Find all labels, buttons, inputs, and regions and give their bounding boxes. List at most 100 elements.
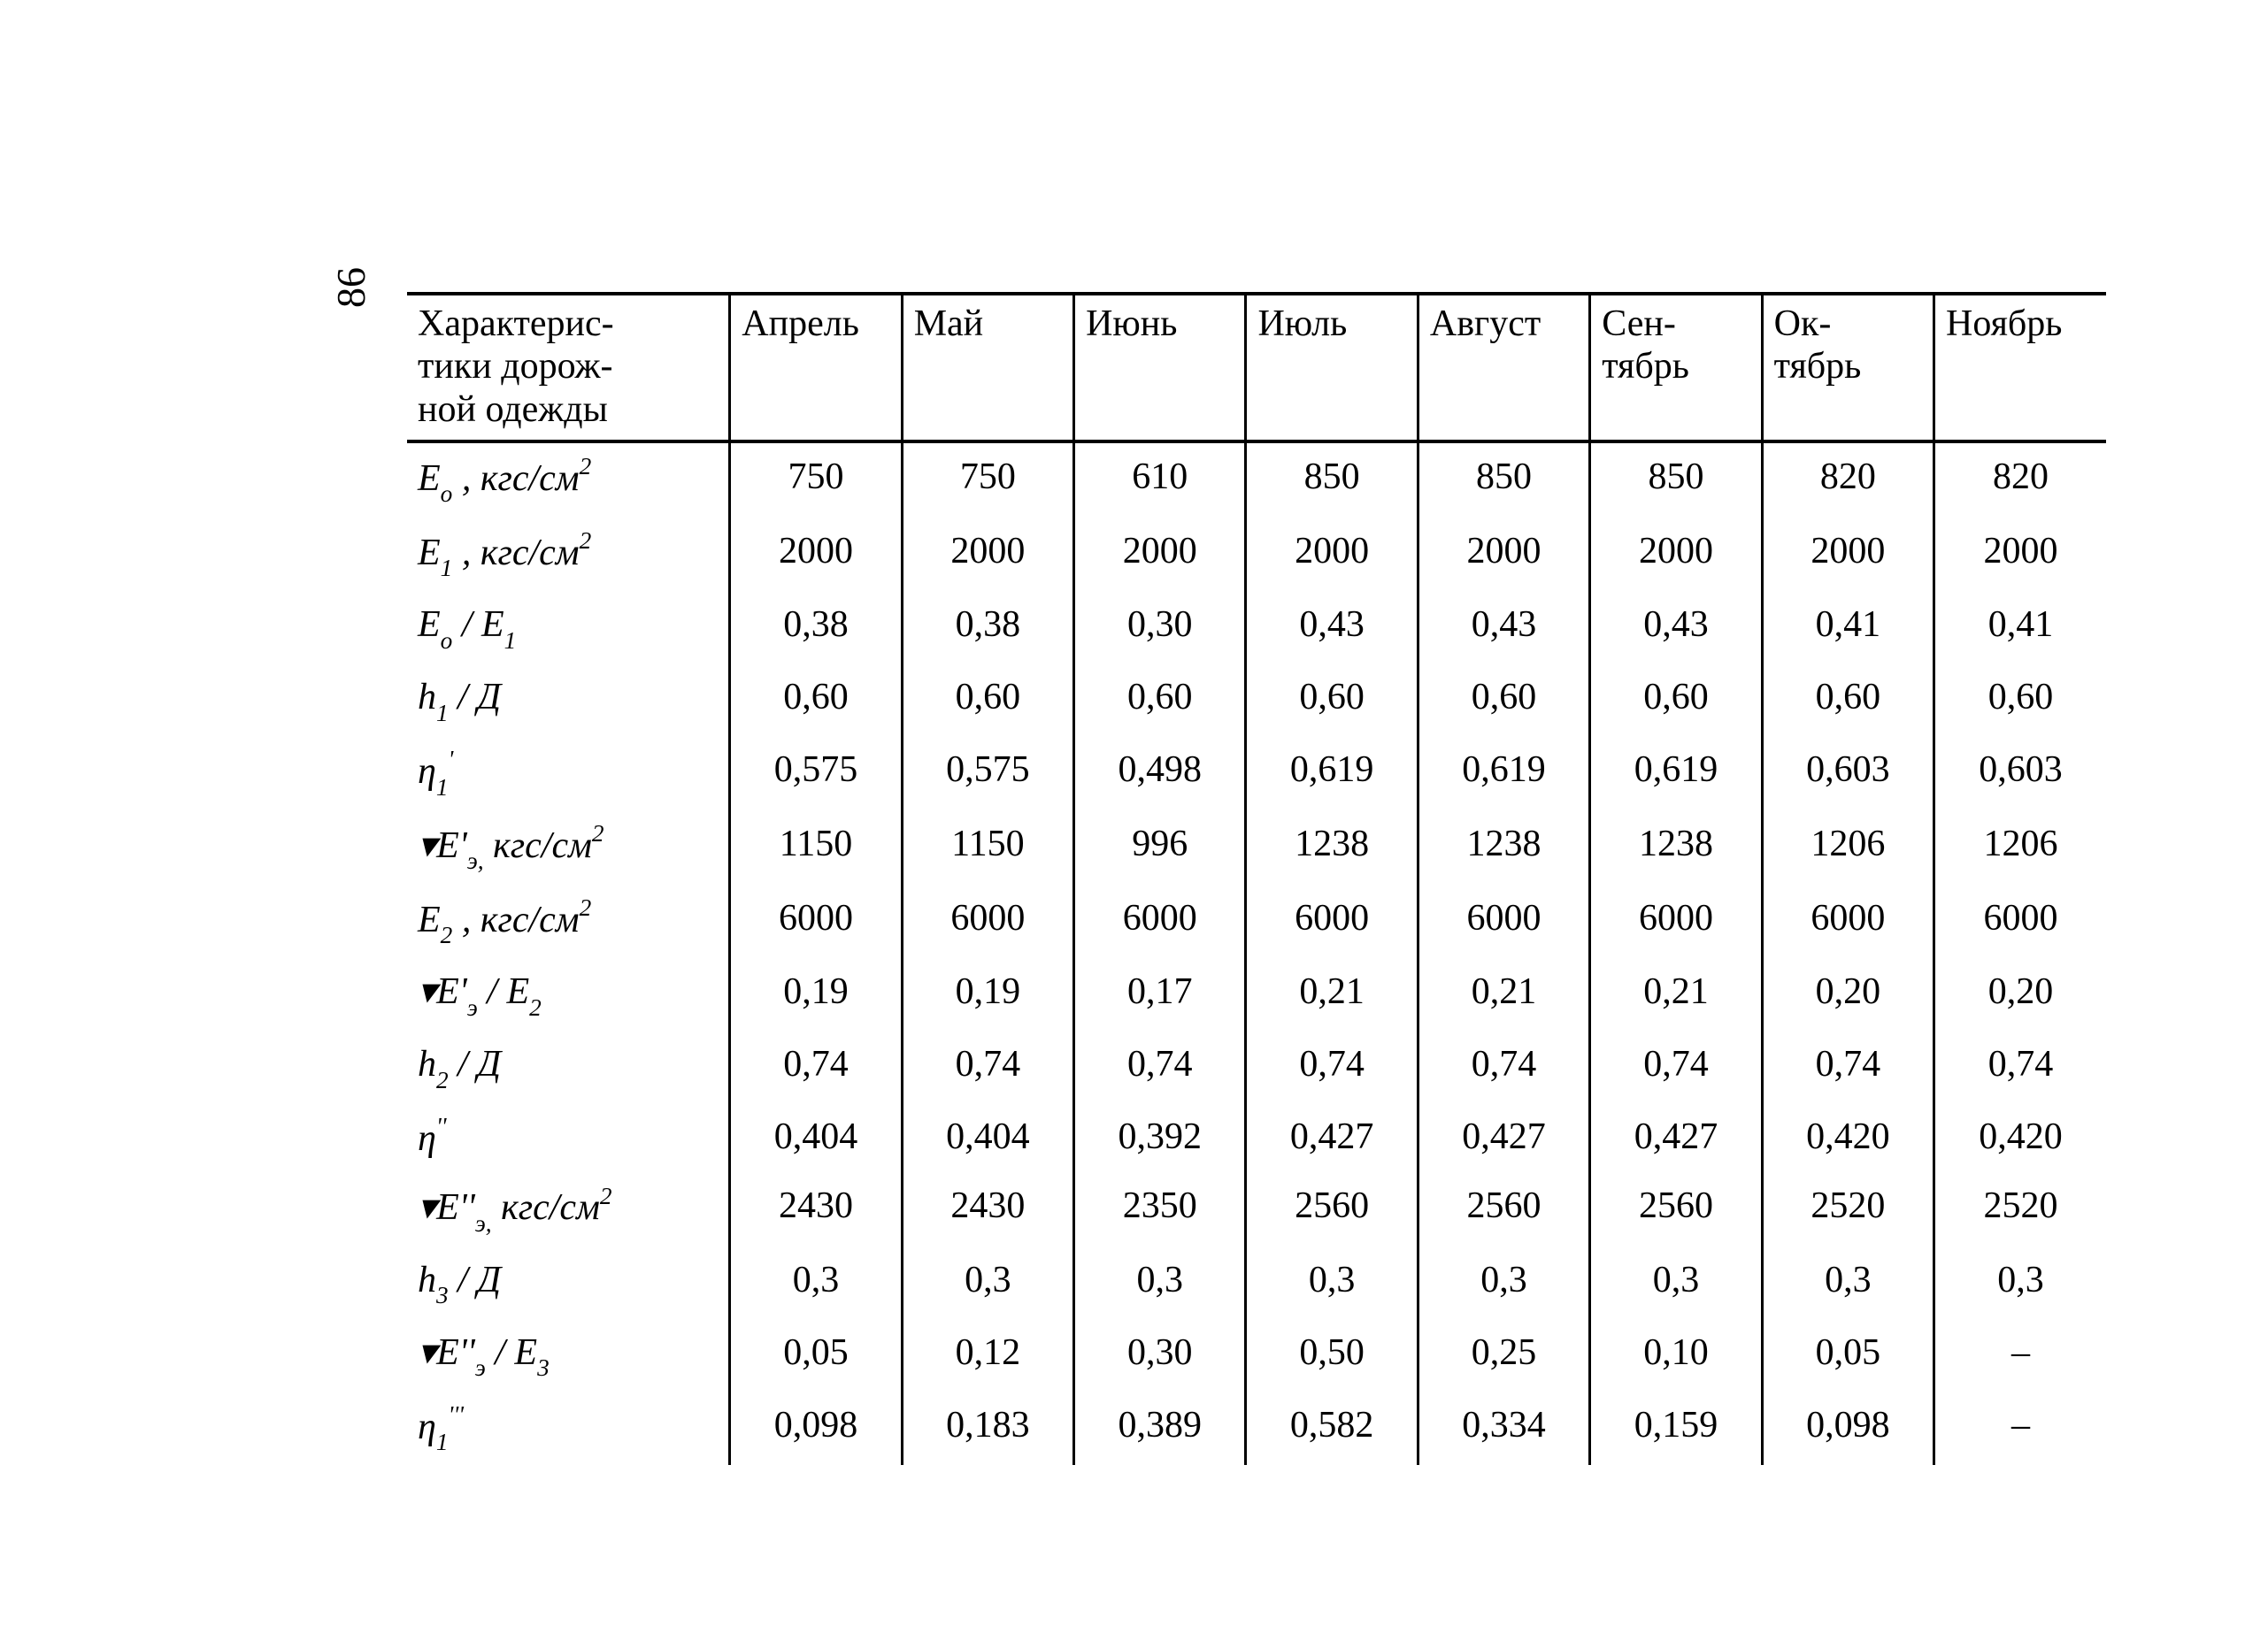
cell: 1206 [1934,810,2106,885]
cell: 0,098 [1762,1392,1934,1466]
table-row: Eо , кгс/см2750750610850850850820820 [407,441,2106,518]
cell: 0,159 [1590,1392,1762,1466]
cell: 0,60 [1246,663,1418,736]
cell: 750 [902,441,1073,518]
table-row: ▾E'э / E20,190,190,170,210,210,210,200,2… [407,958,2106,1031]
cell: 850 [1418,441,1589,518]
table-row: h1 / Д0,600,600,600,600,600,600,600,60 [407,663,2106,736]
cell: 0,3 [1418,1246,1589,1319]
cell: 0,60 [902,663,1073,736]
cell: 0,3 [1934,1246,2106,1319]
cell: 0,60 [1074,663,1246,736]
col-header-oct: Ок-тябрь [1762,294,1934,441]
cell: 0,21 [1246,958,1418,1031]
row-label: ▾E''э / E3 [407,1319,730,1392]
cell: 0,50 [1246,1319,1418,1392]
cell: 0,3 [1590,1246,1762,1319]
col-header-august: Август [1418,294,1589,441]
table-row: Eо / E10,380,380,300,430,430,430,410,41 [407,591,2106,663]
cell: 6000 [902,885,1073,959]
cell: 1238 [1590,810,1762,885]
cell: 2350 [1074,1172,1246,1246]
cell: 0,30 [1074,591,1246,663]
col-header-july: Июль [1246,294,1418,441]
cell: 6000 [1762,885,1934,959]
cell: – [1934,1392,2106,1466]
row-label: h3 / Д [407,1246,730,1319]
table-row: E1 , кгс/см22000200020002000200020002000… [407,518,2106,592]
cell: 0,38 [730,591,902,663]
cell: 0,392 [1074,1103,1246,1172]
cell: 0,74 [1934,1031,2106,1103]
table-row: ▾E''э / E30,050,120,300,500,250,100,05– [407,1319,2106,1392]
cell: 850 [1590,441,1762,518]
cell: 0,10 [1590,1319,1762,1392]
row-label: h2 / Д [407,1031,730,1103]
row-label: E1 , кгс/см2 [407,518,730,592]
row-label: ▾E''э, кгс/см2 [407,1172,730,1246]
cell: 2000 [1590,518,1762,592]
cell: 0,05 [1762,1319,1934,1392]
cell: 0,43 [1590,591,1762,663]
cell: 820 [1762,441,1934,518]
cell: 0,60 [730,663,902,736]
cell: 2560 [1246,1172,1418,1246]
cell: 0,619 [1590,736,1762,810]
table-row: E2 , кгс/см26000600060006000600060006000… [407,885,2106,959]
cell: 0,427 [1590,1103,1762,1172]
cell: 0,420 [1934,1103,2106,1172]
cell: 1238 [1418,810,1589,885]
row-label: Eо , кгс/см2 [407,441,730,518]
cell: 610 [1074,441,1246,518]
cell: 0,575 [730,736,902,810]
cell: 0,41 [1934,591,2106,663]
cell: 0,3 [1762,1246,1934,1319]
table-row: ▾E''э, кгс/см224302430235025602560256025… [407,1172,2106,1246]
cell: 1150 [730,810,902,885]
table-row: η1'0,5750,5750,4980,6190,6190,6190,6030,… [407,736,2106,810]
table-row: h2 / Д0,740,740,740,740,740,740,740,74 [407,1031,2106,1103]
cell: 0,098 [730,1392,902,1466]
cell: 2000 [730,518,902,592]
cell: 996 [1074,810,1246,885]
row-label: Eо / E1 [407,591,730,663]
cell: 0,60 [1590,663,1762,736]
cell: 0,427 [1418,1103,1589,1172]
col-header-label: Характерис-тики дорож-ной одежды [407,294,730,441]
cell: 2560 [1590,1172,1762,1246]
cell: 0,619 [1246,736,1418,810]
cell: 0,21 [1590,958,1762,1031]
cell: 2560 [1418,1172,1589,1246]
cell: 0,404 [730,1103,902,1172]
cell: 2000 [1934,518,2106,592]
cell: 6000 [1590,885,1762,959]
cell: 2000 [902,518,1073,592]
cell: 0,43 [1418,591,1589,663]
row-label: η1' [407,736,730,810]
cell: 0,603 [1762,736,1934,810]
cell: 2430 [730,1172,902,1246]
cell: 0,74 [1246,1031,1418,1103]
cell: 0,3 [902,1246,1073,1319]
col-header-june: Июнь [1074,294,1246,441]
cell: 1150 [902,810,1073,885]
cell: 0,43 [1246,591,1418,663]
cell: 0,389 [1074,1392,1246,1466]
cell: 0,582 [1246,1392,1418,1466]
table-row: η''0,4040,4040,3920,4270,4270,4270,4200,… [407,1103,2106,1172]
cell: 6000 [730,885,902,959]
table-row: ▾E'э, кгс/см2115011509961238123812381206… [407,810,2106,885]
cell: 0,334 [1418,1392,1589,1466]
cell: 6000 [1074,885,1246,959]
cell: 2000 [1762,518,1934,592]
cell: 0,3 [730,1246,902,1319]
row-label: E2 , кгс/см2 [407,885,730,959]
cell: 6000 [1418,885,1589,959]
cell: 820 [1934,441,2106,518]
cell: 2520 [1762,1172,1934,1246]
characteristics-table: Характерис-тики дорож-ной одежды Апрель … [407,292,2106,1465]
cell: 0,05 [730,1319,902,1392]
cell: 2000 [1074,518,1246,592]
table-row: h3 / Д0,30,30,30,30,30,30,30,3 [407,1246,2106,1319]
cell: 0,183 [902,1392,1073,1466]
